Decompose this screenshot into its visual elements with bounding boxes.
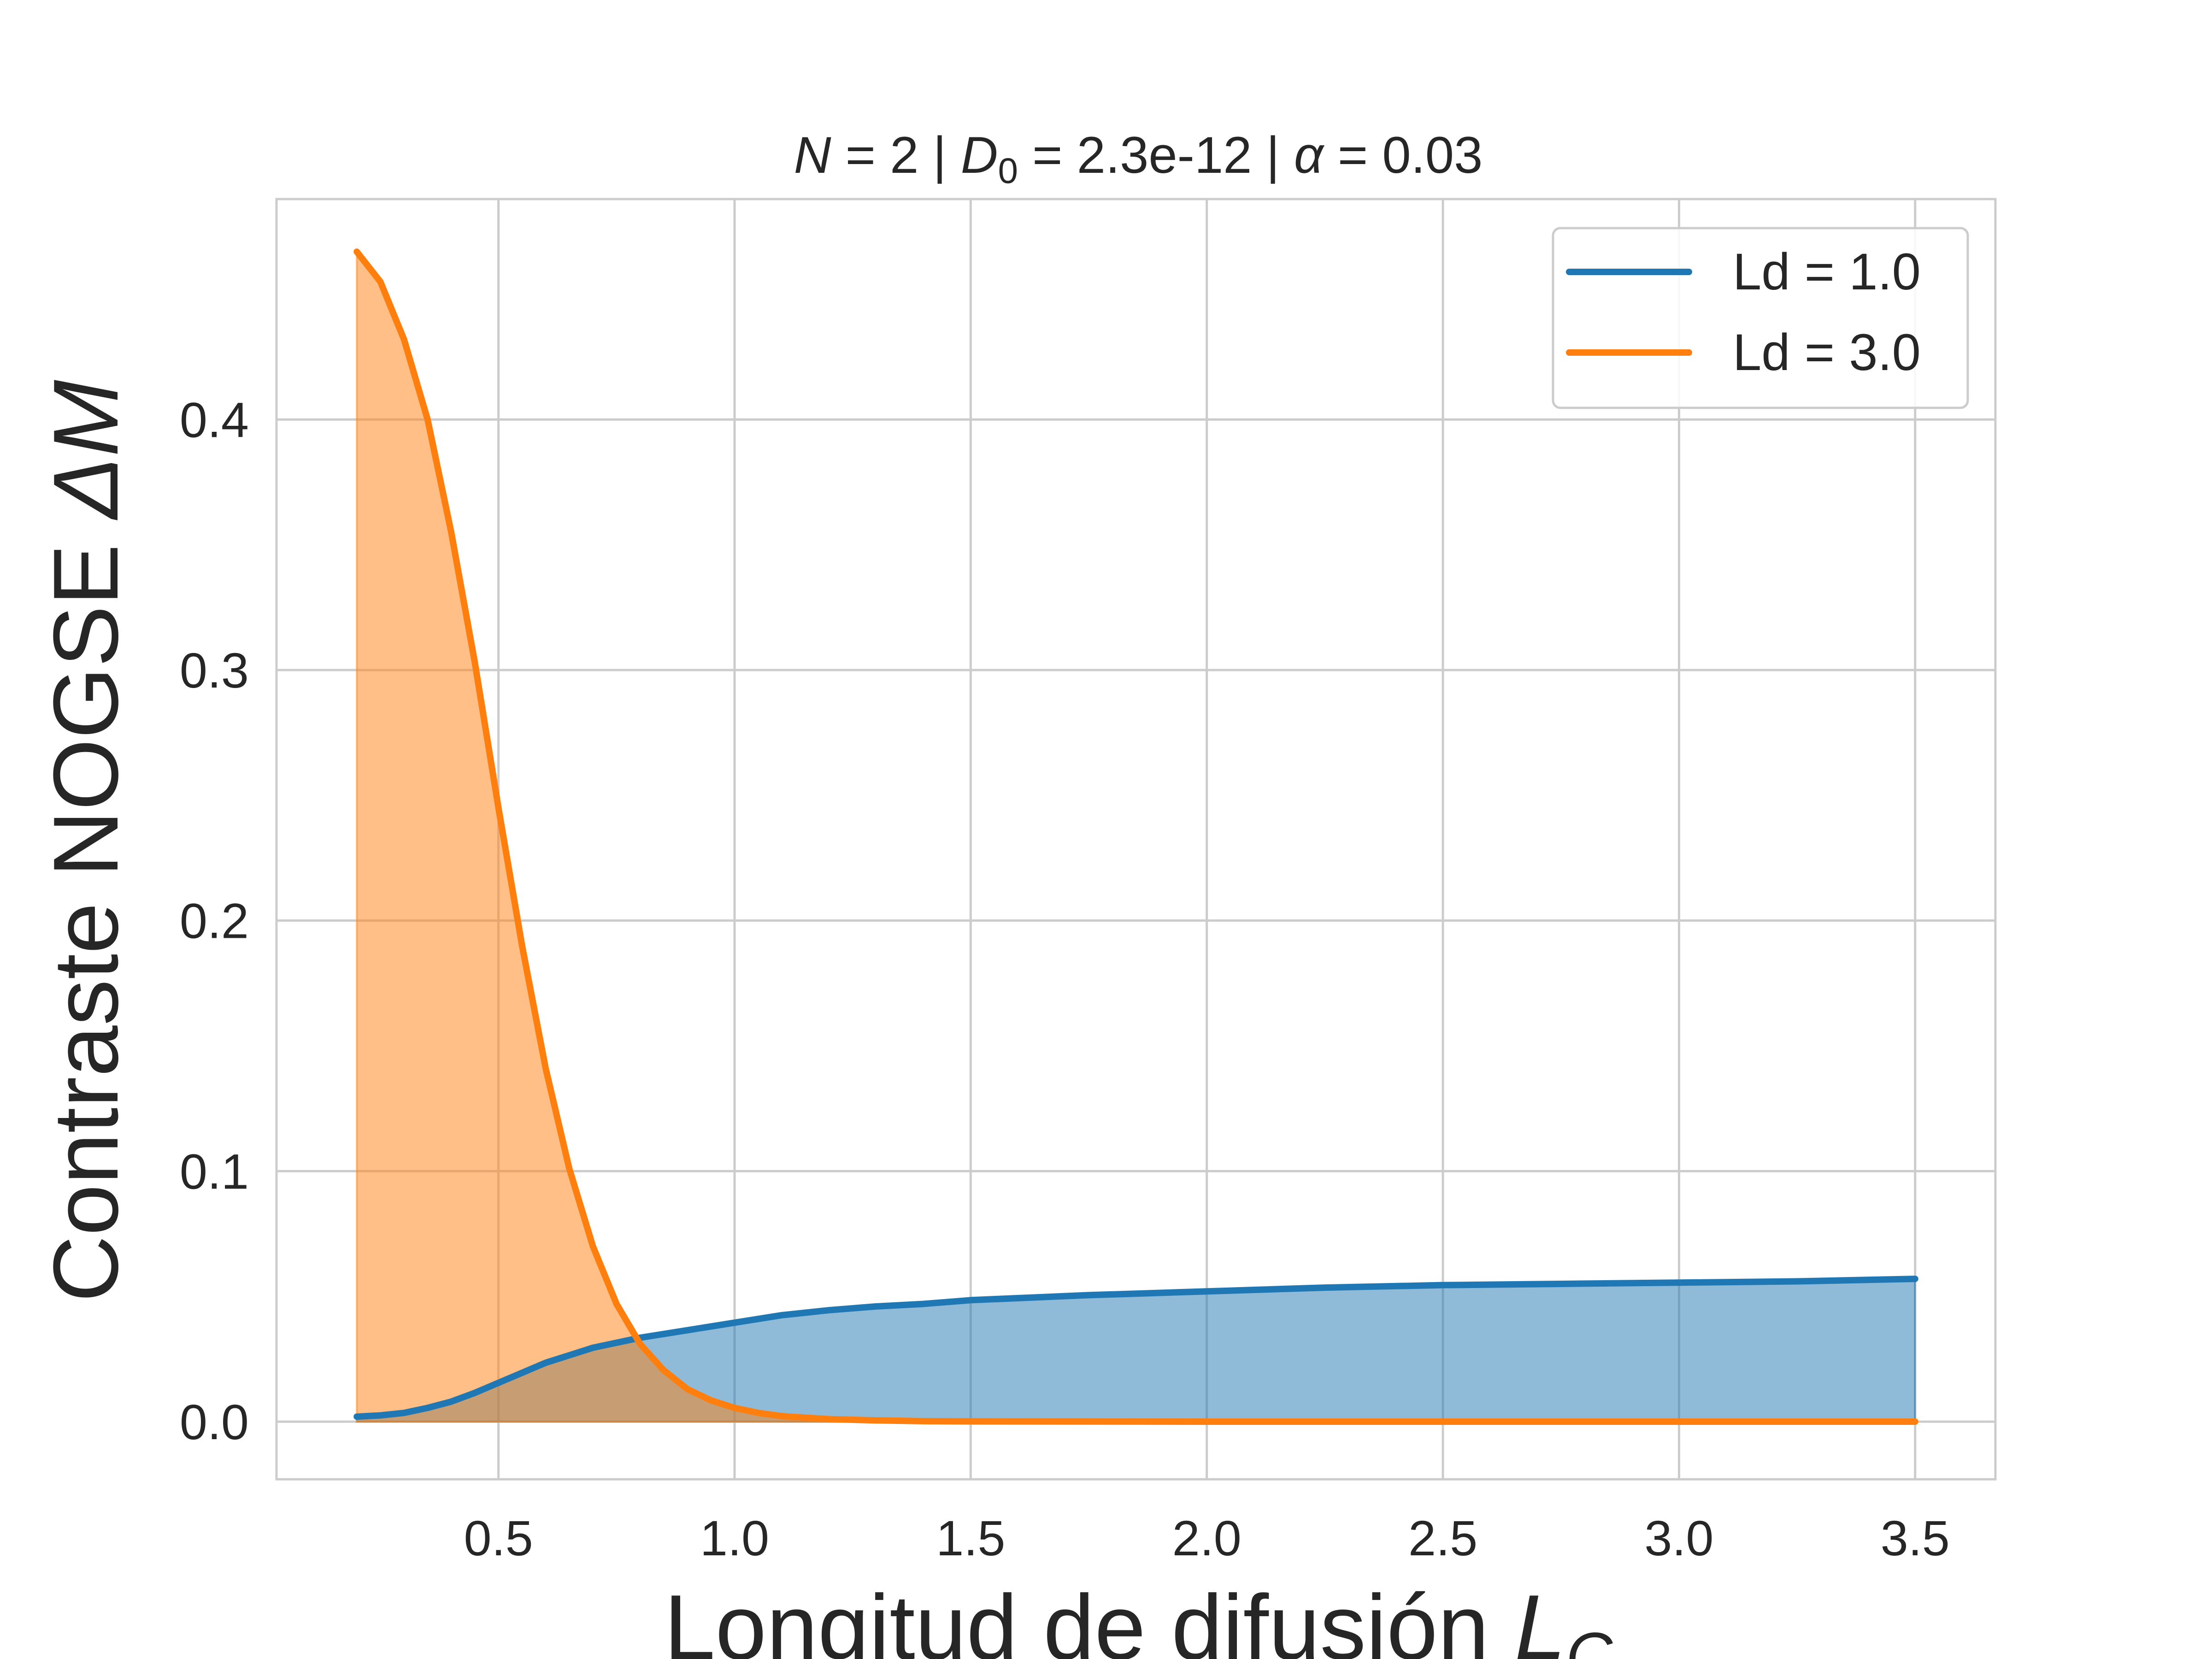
y-tick-label: 0.3 — [180, 642, 249, 698]
x-tick-label: 1.0 — [700, 1510, 769, 1566]
chart-title: N = 2 | D0 = 2.3e-12 | α = 0.03 — [794, 126, 1483, 191]
x-tick-label: 3.0 — [1644, 1510, 1713, 1566]
title-n-symbol: N — [794, 126, 831, 184]
legend-label-ld-3: Ld = 3.0 — [1733, 324, 1921, 381]
tick-layer: 0.5 1.0 1.5 2.0 2.5 3.0 3.5 0.0 0.1 0.2 0.3 0.4 — [180, 392, 1950, 1566]
y-tick-label: 0.2 — [180, 893, 249, 949]
plot-frame — [275, 198, 1997, 1481]
title-d-symbol: D — [961, 126, 998, 184]
x-tick-label: 2.0 — [1172, 1510, 1241, 1566]
title-d-subscript: 0 — [998, 150, 1018, 191]
y-tick-label: 0.4 — [180, 392, 249, 447]
plot-area — [275, 198, 1997, 1481]
title-alpha-value: = 0.03 — [1324, 126, 1483, 184]
x-tick-label: 1.5 — [936, 1510, 1005, 1566]
title-n-value: = 2 | — [831, 126, 961, 184]
x-axis-label-symbol: L — [1515, 1576, 1566, 1659]
line-series-1 — [353, 248, 1918, 1425]
x-axis-label-subscript: C — [1566, 1619, 1613, 1659]
y-axis-label-symbol: ΔM — [35, 380, 137, 520]
y-tick-label: 0.0 — [180, 1394, 249, 1450]
y-tick-label: 0.1 — [180, 1143, 249, 1199]
title-alpha-symbol: α — [1294, 126, 1325, 184]
x-tick-label: 3.5 — [1881, 1510, 1950, 1566]
x-tick-label: 2.5 — [1408, 1510, 1477, 1566]
x-axis-label: Longitud de difusión LC — [664, 1576, 1613, 1659]
x-tick-label: 0.5 — [464, 1510, 533, 1566]
x-axis-label-text: Longitud de difusión — [664, 1576, 1515, 1659]
line-series-0 — [353, 1276, 1918, 1420]
legend: Ld = 1.0 Ld = 3.0 — [1552, 227, 1969, 409]
y-axis-label: Contraste NOGSE ΔM — [35, 380, 137, 1302]
legend-label-ld-1: Ld = 1.0 — [1733, 243, 1921, 300]
title-d-value: = 2.3e-12 | — [1018, 126, 1294, 184]
y-axis-label-text: Contraste NOGSE — [35, 518, 137, 1302]
